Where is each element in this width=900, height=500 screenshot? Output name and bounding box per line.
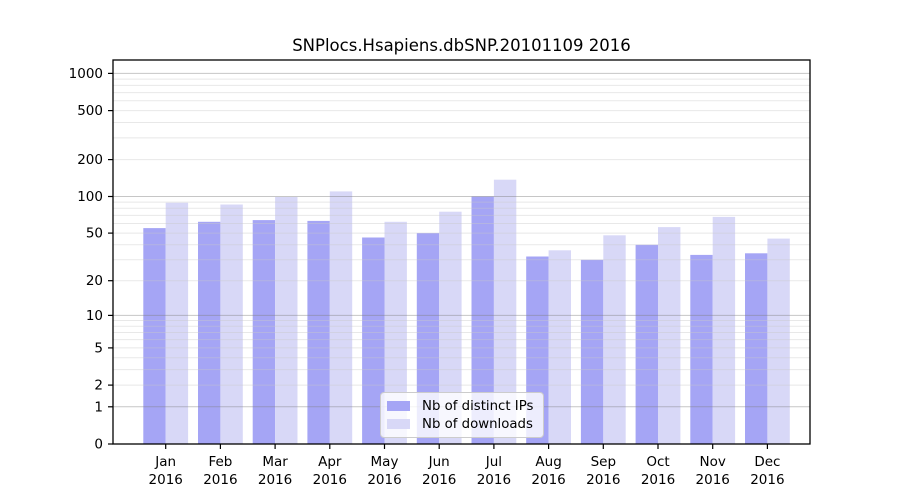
bar-jan-downloads (165, 202, 189, 444)
y-tick-label-50: 50 (86, 226, 103, 242)
x-tick-label-year-jan: 2016 (149, 472, 183, 488)
x-tick-label-month-apr: Apr (318, 454, 342, 470)
y-tick-label-2: 2 (94, 378, 103, 394)
x-tick-label-month-may: May (371, 454, 399, 470)
bar-apr-ips (307, 220, 330, 444)
x-tick-label-year-dec: 2016 (750, 472, 784, 488)
bar-jul-downloads (493, 179, 517, 444)
bar-sep-downloads (603, 235, 626, 444)
bar-oct-downloads (658, 227, 681, 444)
bar-jun-ips (416, 233, 440, 444)
bar-sep-ips (580, 259, 604, 444)
y-tick-label-200: 200 (77, 152, 103, 168)
x-tick-label-month-sep: Sep (591, 454, 616, 470)
bar-feb-downloads (220, 204, 243, 444)
x-tick-label-month-mar: Mar (262, 454, 288, 470)
y-tick-label-1000: 1000 (69, 66, 103, 82)
legend-swatch-distinct-ips (387, 401, 410, 411)
legend-label-distinct-ips: Nb of distinct IPs (422, 398, 534, 414)
legend-swatch-downloads (387, 419, 410, 429)
bar-oct-ips (635, 244, 658, 444)
x-tick-label-year-may: 2016 (367, 472, 401, 488)
bar-nov-ips (690, 254, 713, 444)
x-tick-label-month-feb: Feb (208, 454, 232, 470)
bar-jun-downloads (439, 211, 462, 444)
x-tick-label-year-mar: 2016 (258, 472, 292, 488)
legend-label-downloads: Nb of downloads (422, 416, 533, 432)
y-tick-label-20: 20 (86, 273, 103, 289)
y-tick-label-0: 0 (94, 436, 103, 452)
x-tick-label-year-nov: 2016 (696, 472, 730, 488)
x-tick-label-year-jun: 2016 (422, 472, 456, 488)
legend-entry-distinct-ips: Nb of distinct IPs (387, 398, 535, 414)
y-tick-label-100: 100 (77, 189, 103, 205)
bar-may-ips (362, 237, 385, 444)
x-tick-label-year-sep: 2016 (586, 472, 620, 488)
legend: Nb of distinct IPs Nb of downloads (380, 392, 544, 438)
x-tick-label-month-jun: Jun (428, 454, 450, 470)
bar-nov-downloads (712, 216, 736, 444)
bar-feb-ips (198, 221, 221, 444)
bar-jan-ips (143, 228, 166, 444)
x-tick-label-month-jul: Jul (485, 454, 502, 470)
x-tick-label-year-aug: 2016 (531, 472, 565, 488)
x-tick-label-year-apr: 2016 (313, 472, 347, 488)
y-tick-label-5: 5 (94, 340, 103, 356)
y-tick-label-10: 10 (86, 308, 103, 324)
x-tick-label-month-jan: Jan (154, 454, 176, 470)
x-tick-label-month-oct: Oct (646, 454, 669, 470)
legend-entry-downloads: Nb of downloads (387, 416, 535, 432)
bar-aug-downloads (548, 250, 571, 444)
y-tick-label-500: 500 (77, 103, 103, 119)
bar-dec-ips (745, 253, 768, 444)
bar-mar-downloads (275, 197, 298, 444)
bar-dec-downloads (767, 238, 790, 444)
x-tick-label-month-nov: Nov (700, 454, 726, 470)
bar-mar-ips (252, 220, 276, 444)
bar-may-downloads (384, 221, 407, 444)
x-tick-label-year-oct: 2016 (641, 472, 675, 488)
bar-apr-downloads (329, 191, 353, 444)
x-tick-label-month-aug: Aug (535, 454, 561, 470)
y-tick-label-1: 1 (94, 399, 103, 415)
x-tick-label-year-feb: 2016 (203, 472, 237, 488)
bar-jul-ips (471, 196, 494, 444)
chart-title: SNPlocs.Hsapiens.dbSNP.20101109 2016 (292, 36, 631, 55)
plot-frame (112, 59, 811, 445)
x-tick-label-month-dec: Dec (754, 454, 780, 470)
x-tick-label-year-jul: 2016 (477, 472, 511, 488)
